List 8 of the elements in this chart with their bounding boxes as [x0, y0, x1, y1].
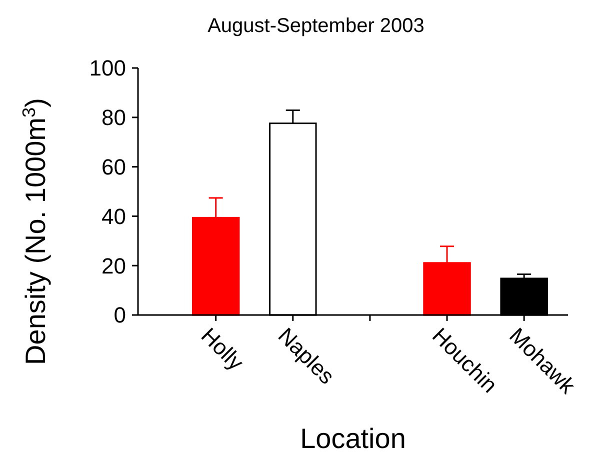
chart-title: August-September 2003 [208, 15, 424, 37]
y-tick-label: 100 [89, 56, 126, 81]
y-tick-label: 20 [102, 253, 126, 278]
y-tick-label: 60 [102, 154, 126, 180]
y-tick-label: 0 [114, 302, 126, 328]
x-axis-title: Location [300, 423, 406, 454]
y-tick-label: 80 [102, 105, 126, 130]
y-tick-label: 40 [102, 204, 126, 229]
